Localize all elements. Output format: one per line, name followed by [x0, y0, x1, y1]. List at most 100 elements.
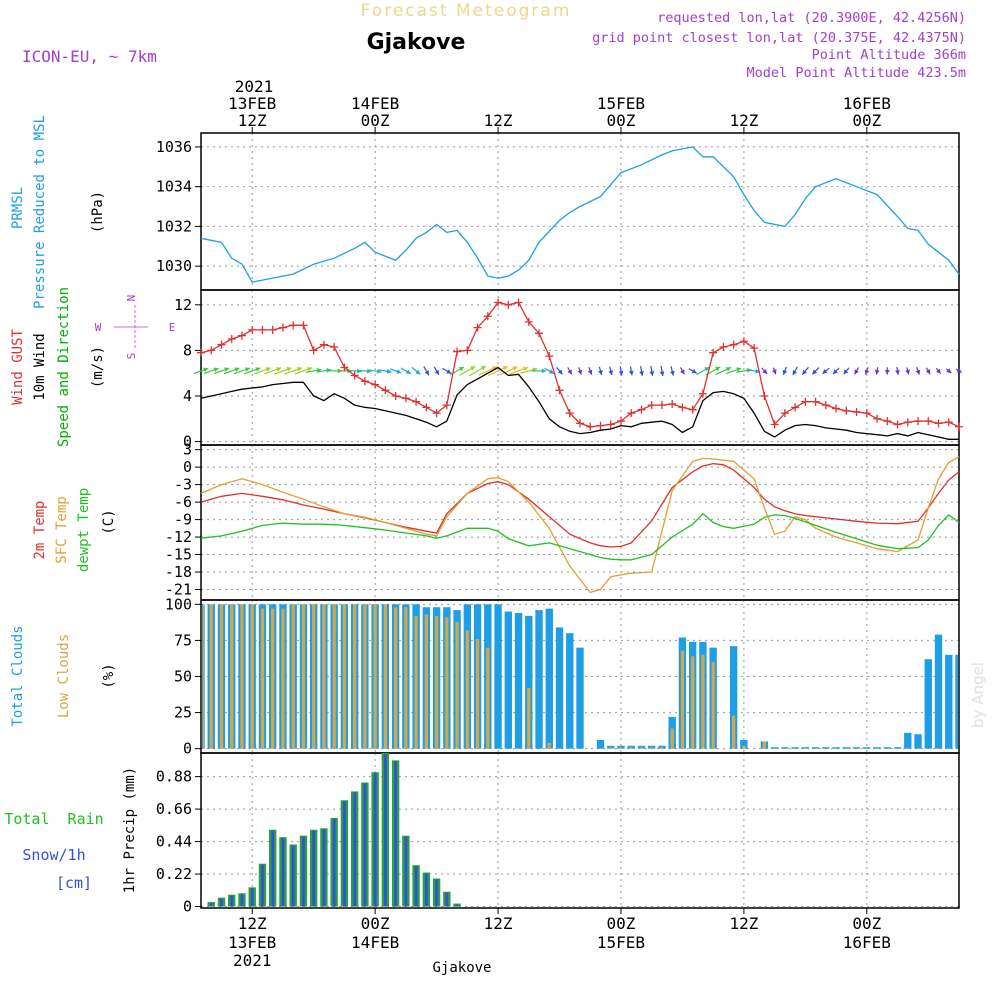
precip-panel: Total Rain Snow/1h [cm] 1hr Precip (mm) …	[4, 752, 960, 916]
wind-gust-marker	[381, 386, 390, 395]
model-label: ICON-EU, ~ 7km	[22, 47, 157, 66]
precip-bar-inner	[394, 761, 397, 907]
wind-arrow-head	[557, 369, 563, 375]
precip-bar-inner	[250, 888, 254, 907]
wind-arrow-head	[659, 371, 665, 377]
wind-gust-marker	[688, 405, 697, 414]
requested-coords: requested lon,lat (20.3900E, 42.4256N)	[657, 10, 966, 26]
wind-arrow-head	[265, 367, 271, 372]
wind-gust-marker	[535, 329, 544, 338]
low-clouds-bar	[312, 604, 316, 749]
grid-point-coords: grid point closest lon,lat (20.375E, 42.…	[592, 30, 966, 46]
low-clouds-bar	[322, 604, 326, 749]
low-clouds-bar	[701, 654, 705, 749]
total-clouds-bar	[545, 608, 553, 749]
wind-arrow-head	[234, 367, 240, 372]
pressure-ylabel: (hPa)	[90, 191, 106, 233]
temp-label-2m: 2m Temp	[32, 500, 48, 559]
top-tick-date: 14FEB	[351, 94, 399, 113]
low-clouds-bar	[332, 604, 336, 749]
wind-gust-marker	[596, 421, 605, 430]
wind-arrow-head	[405, 369, 411, 374]
y-tick-label: 8	[183, 341, 192, 359]
precip-bar-inner	[343, 801, 346, 907]
clouds-label-total: Total Clouds	[10, 625, 26, 726]
point-altitude: Point Altitude 366m	[812, 47, 966, 63]
bottom-tick-date: 14FEB	[351, 933, 399, 952]
wind-gust-marker	[401, 394, 410, 403]
wind-gust-marker	[883, 417, 892, 426]
wind-gust-marker	[780, 409, 789, 418]
wind-gust-marker	[862, 409, 871, 418]
y-tick-label: 0	[183, 898, 192, 916]
wind-gust-marker	[391, 391, 400, 400]
wind-arrow-head	[864, 369, 870, 375]
wind-arrow-head	[628, 370, 634, 376]
wind-arrow-head	[286, 367, 292, 372]
wind-gust-marker	[893, 420, 902, 429]
wind-gust-marker	[197, 348, 205, 357]
y-tick-label: 0.44	[156, 833, 192, 851]
low-clouds-bar	[230, 604, 234, 749]
wind-gust-marker	[565, 409, 574, 418]
wind-arrow-head	[946, 368, 952, 374]
wind-gust-marker	[248, 325, 257, 334]
wind-arrow-head	[736, 367, 742, 372]
precip-bar-inner	[425, 873, 428, 907]
bottom-tick-date: 16FEB	[843, 933, 891, 952]
low-clouds-bar	[373, 604, 377, 749]
precip-bar-inner	[435, 879, 438, 907]
top-tick-time: 00Z	[361, 111, 390, 130]
wind-arrow-head	[434, 369, 439, 375]
top-tick-time: 00Z	[607, 111, 636, 130]
wind-arrow-head	[587, 369, 593, 375]
y-tick-label: 12	[174, 296, 192, 314]
low-clouds-bar	[291, 604, 295, 749]
wind-arrow-head	[822, 369, 828, 374]
wind-arrow-head	[296, 367, 302, 372]
precip-bar-inner	[291, 845, 295, 907]
wind-gust-marker	[576, 419, 584, 428]
precip-bar-inner	[353, 792, 356, 907]
wind-arrow-head	[618, 370, 624, 376]
y-tick-label: 75	[174, 631, 192, 649]
wind-arrow-head	[802, 369, 807, 375]
bottom-tick-year: 2021	[233, 951, 272, 970]
top-tick-time: 00Z	[852, 111, 881, 130]
low-clouds-bar	[660, 747, 664, 749]
low-clouds-bar	[670, 728, 674, 749]
wind-arrow-head	[480, 366, 486, 371]
total-clouds-bar	[822, 747, 830, 749]
total-clouds-bar	[504, 611, 512, 749]
wind-arrow-head	[255, 367, 261, 372]
wind-arrow-head	[812, 369, 818, 375]
bottom-tick-date: 13FEB	[228, 933, 276, 952]
wind-arrow-head	[936, 368, 941, 374]
bottom-tick-time: 00Z	[361, 914, 390, 933]
precip-bar-inner	[230, 895, 234, 907]
wind-arrow-head	[424, 370, 429, 376]
wind-gust-marker	[852, 407, 861, 416]
y-tick-label: -9	[174, 511, 192, 529]
total-clouds-bar	[955, 654, 958, 749]
wind-arrow-head	[523, 366, 529, 372]
y-tick-label: 100	[165, 595, 192, 613]
wind-arrow-head	[376, 368, 382, 374]
wind-gust-marker	[668, 399, 677, 408]
wind-gust-marker	[719, 342, 728, 351]
wind-ylabel: (m/s)	[90, 346, 106, 388]
wind-gust-marker	[412, 397, 421, 406]
low-clouds-bar	[527, 688, 531, 749]
wind-arrow-head	[884, 370, 890, 375]
total-clouds-bar	[924, 659, 932, 749]
precip-bar-inner	[271, 830, 275, 907]
wind-arrow-head	[854, 369, 859, 375]
total-clouds-bar	[842, 747, 851, 749]
total-clouds-bar	[863, 747, 871, 749]
y-tick-label: 1034	[156, 178, 192, 196]
wind-arrow-head	[396, 369, 402, 374]
low-clouds-bar	[475, 638, 480, 749]
wind-gust-marker	[627, 409, 636, 418]
